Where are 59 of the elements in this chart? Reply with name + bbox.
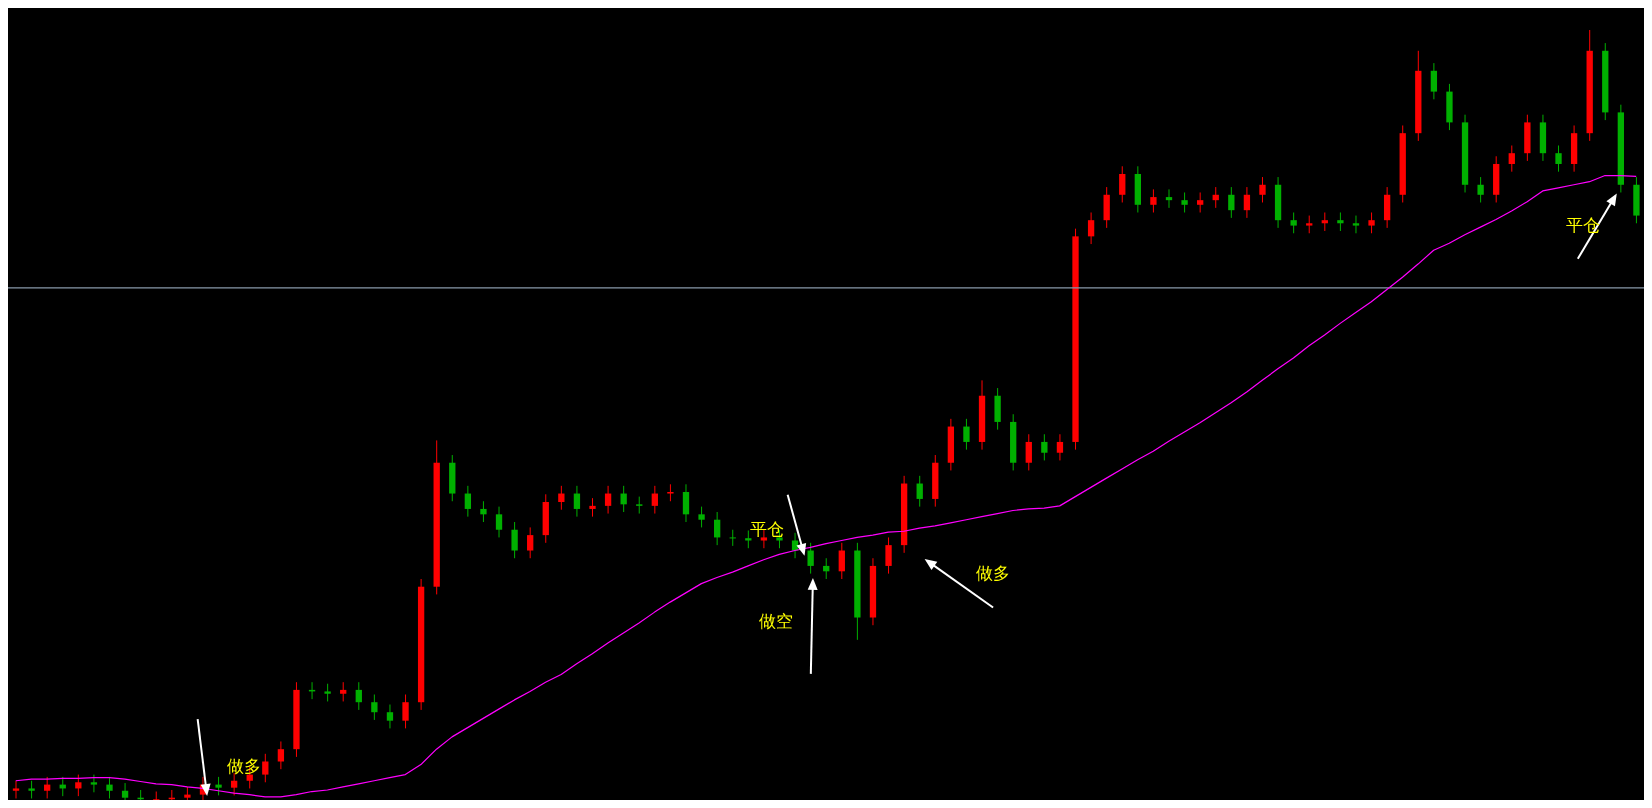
candlestick (464, 485, 472, 518)
candlestick (402, 694, 409, 729)
candlestick (1041, 433, 1048, 461)
candlestick (1150, 188, 1157, 213)
candlestick (885, 536, 892, 575)
candlestick (698, 506, 705, 528)
candlestick (838, 542, 845, 580)
candlestick (215, 776, 222, 796)
candlestick (1025, 433, 1032, 471)
candlestick (1259, 176, 1266, 203)
candlestick (1087, 211, 1095, 245)
candlestick (90, 774, 98, 793)
candlestick (1228, 186, 1235, 219)
candlestick (495, 506, 503, 538)
annotation: 做多 (976, 562, 1011, 583)
candlestick (589, 497, 596, 518)
candlestick (807, 542, 814, 575)
annotation: 平仓 (749, 518, 784, 539)
annotation: 做多 (227, 755, 261, 776)
candlestick (916, 475, 923, 508)
candlestick (386, 704, 394, 729)
candlestick (651, 485, 658, 515)
candlestick (1477, 176, 1484, 203)
candlestick (604, 485, 612, 515)
candlestick (1508, 145, 1515, 173)
candlestick (527, 526, 534, 559)
candlestick (12, 780, 20, 799)
candlestick (1119, 165, 1126, 203)
candlestick (355, 681, 362, 711)
candlestick (729, 529, 736, 547)
candlestick (1352, 215, 1360, 234)
candlestick (682, 483, 690, 523)
candlestick (714, 511, 721, 546)
candlestick (121, 782, 129, 800)
candlestick (1056, 433, 1064, 461)
candlestick (371, 694, 378, 721)
candlestick (480, 500, 487, 523)
candlestick (558, 485, 565, 511)
candlestick (1243, 186, 1251, 219)
candlestick (511, 521, 518, 559)
candlestick (1165, 188, 1173, 209)
candlestick (573, 485, 581, 518)
candlestick (277, 740, 285, 770)
candlestick (75, 774, 82, 797)
candlestick (1555, 145, 1562, 173)
candlestick (1197, 191, 1204, 213)
candlestick (1368, 211, 1375, 234)
candlestick (106, 776, 113, 799)
candlestick (1430, 62, 1438, 100)
candlestick (963, 418, 970, 451)
candlestick (1321, 211, 1328, 232)
candlestick (1337, 211, 1344, 232)
candlestick (262, 753, 269, 783)
annotation: 做空 (759, 611, 794, 632)
annotation: 平仓 (1566, 215, 1601, 236)
candlestick (1181, 191, 1188, 213)
candlestick (340, 681, 347, 702)
candlestick (1290, 211, 1297, 234)
candlestick (44, 776, 51, 799)
